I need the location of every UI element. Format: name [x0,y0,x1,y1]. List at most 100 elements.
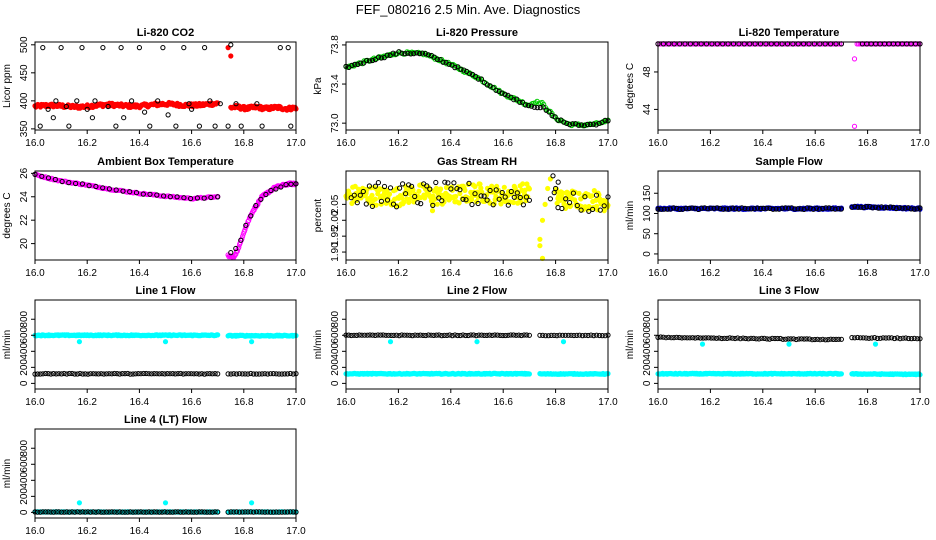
data-point [48,509,54,515]
data-point [481,193,487,199]
x-tick-label: 16.6 [182,268,202,279]
y-tick-label: 200 [19,359,30,376]
data-point [475,200,481,207]
series-pressure-hourly [343,49,611,129]
data-point [510,199,517,206]
plot-frame [34,41,297,131]
data-point [228,250,234,256]
y-tick-label: 100 [642,205,653,222]
x-tick-label: 16.4 [130,397,150,408]
y-tick-label: 48 [642,66,653,78]
data-point [436,195,442,201]
data-point [93,509,99,515]
data-point [111,370,118,377]
data-point [829,206,835,212]
data-point [887,204,894,210]
x-tick-label: 17.0 [286,268,306,279]
x-tick-label: 17.0 [286,397,306,408]
data-point [748,335,754,341]
x-tick-label: 16.6 [182,397,202,408]
chart-title: Li-820 Temperature [739,27,840,39]
data-point [228,42,234,48]
data-point [64,371,70,377]
data-point [356,186,362,192]
y-axis-label: degrees C [2,192,13,238]
y-tick-label: 600 [19,455,30,472]
data-point [753,336,759,342]
data-point [378,198,384,204]
data-point [262,509,268,515]
y-tick-label: 44 [642,103,653,115]
data-point [663,335,669,341]
data-point [549,113,555,119]
data-point [411,51,417,57]
series-rh-dense [343,176,611,261]
data-point [493,187,499,193]
data-point [719,335,725,342]
x-tick-label: 16.6 [493,268,513,279]
data-point [520,181,526,187]
data-point [120,188,126,194]
data-point [361,60,367,66]
y-tick-label: 24 [19,191,30,203]
data-point [360,188,366,195]
data-point [79,181,86,187]
data-point [277,45,283,51]
data-point [863,335,869,341]
data-point [893,205,899,212]
data-point [582,194,588,200]
data-point [484,192,490,198]
data-point [852,335,858,341]
data-point [417,51,423,57]
data-point [571,332,577,339]
data-point [514,96,520,102]
data-point [553,185,559,192]
data-point [249,500,255,506]
data-point [212,371,218,377]
data-point [499,90,505,96]
data-point [563,196,569,202]
data-point [851,56,858,62]
data-point [463,332,469,339]
data-point [500,332,506,339]
x-tick-label: 16.4 [753,268,773,279]
chart-line3: Line 3 Flow ml/min 16.0 16.2 16.4 16.6 16.8 17.… [625,285,930,408]
y-tick-label: 600 [19,326,30,343]
data-point [788,336,794,342]
data-point [40,45,46,51]
data-point [172,371,178,377]
data-point [425,52,431,58]
data-point [439,333,445,339]
data-point [812,336,818,343]
data-point [378,332,384,338]
data-point [186,101,192,107]
data-point [501,184,507,190]
data-point [155,98,161,104]
data-point [727,335,733,341]
data-point [76,500,83,506]
x-tick-label: 16.6 [493,138,513,149]
data-point [204,371,210,377]
data-point [52,176,58,183]
chart-title: Line 3 Flow [759,285,819,297]
data-point [714,205,720,211]
data-point [473,333,479,339]
data-point [481,332,487,338]
data-point [404,332,410,338]
x-tick-label: 16.8 [546,397,566,408]
data-point [751,206,758,212]
series-pressure-dense [343,49,611,129]
plot-frame [34,299,297,390]
data-point [552,114,558,120]
data-point [772,335,778,342]
data-point [154,371,160,377]
y-axis-label: ml/min [2,459,13,488]
data-point [117,371,123,377]
data-point [806,336,813,342]
series-licor-co2-hourly [37,42,294,129]
data-point [384,197,391,203]
data-point [664,206,670,212]
data-point [109,509,115,515]
y-tick-label: 0 [19,380,30,386]
data-point [386,191,393,197]
